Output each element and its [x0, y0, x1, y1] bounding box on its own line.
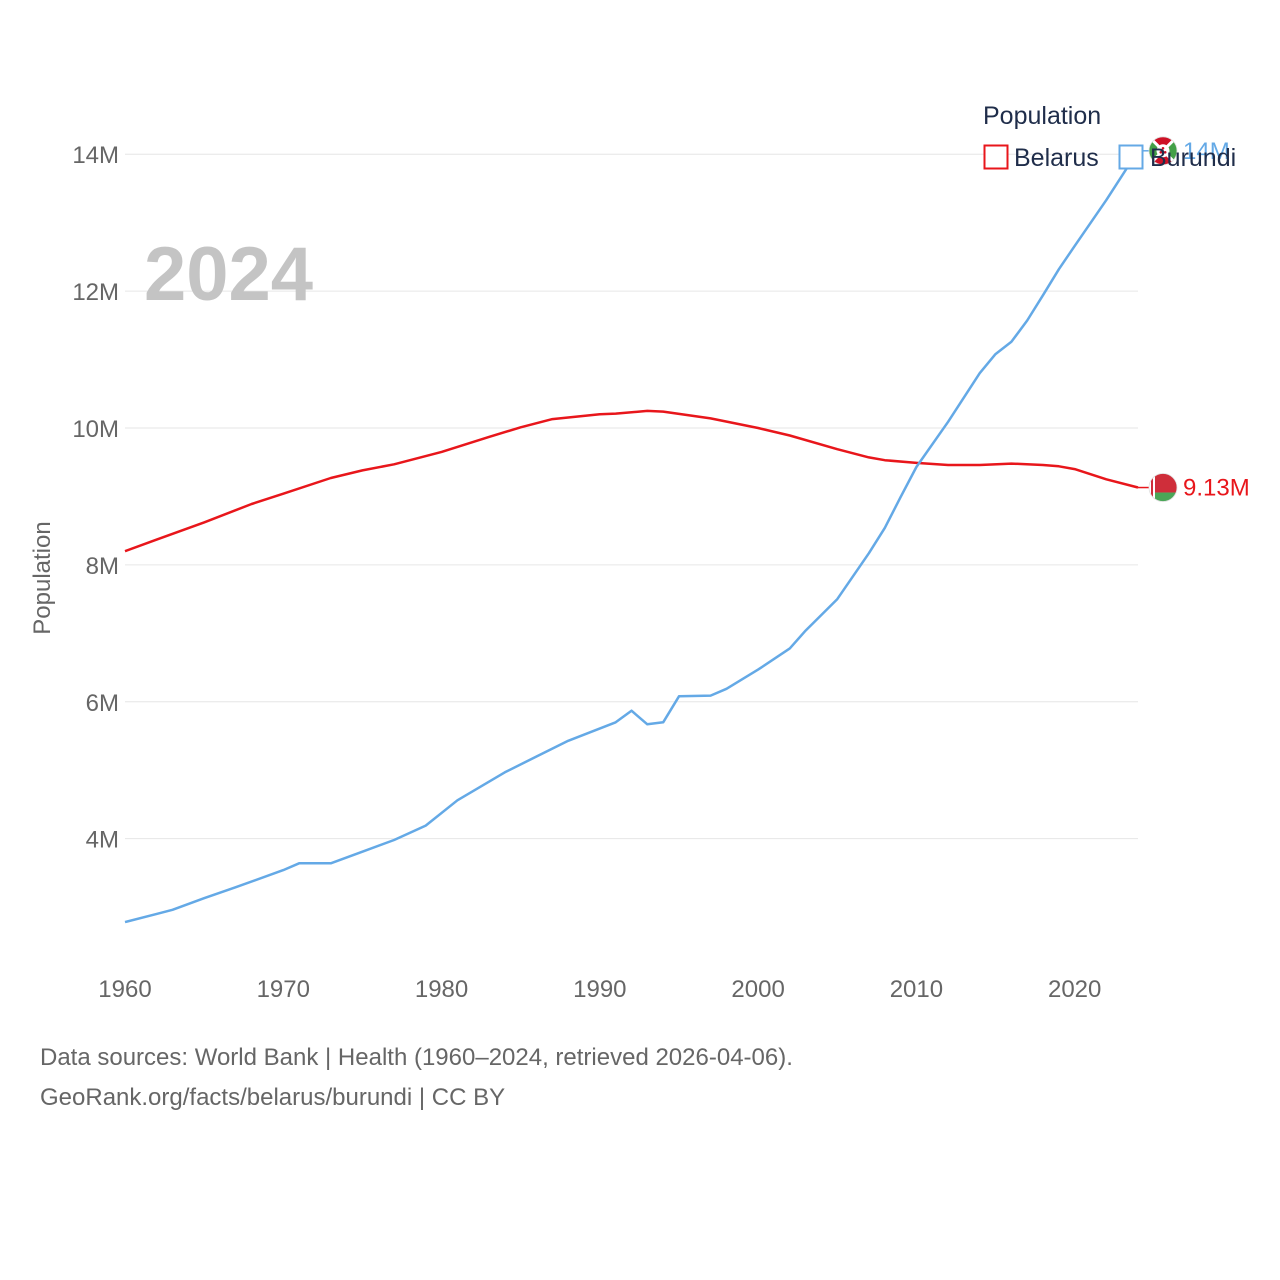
belarus-flag-icon [1148, 473, 1178, 502]
x-axis-ticks: 1960 1970 1980 1990 2000 2010 2020 [98, 976, 1101, 1003]
legend: Population Belarus Burundi [983, 102, 1236, 172]
legend-item-burundi[interactable]: Burundi [1118, 144, 1237, 172]
series-lines [124, 150, 1140, 924]
gridlines [125, 153, 1138, 840]
y-tick-label: 12M [72, 279, 119, 306]
x-tick-label: 2020 [1048, 976, 1101, 1003]
x-tick-label: 2000 [731, 976, 784, 1003]
series-end-markers: 9.13M 14M [1138, 136, 1250, 502]
y-tick-label: 4M [86, 827, 119, 854]
end-value-label-burundi: 14M [1183, 138, 1230, 165]
y-tick-label: 14M [72, 142, 119, 169]
series-line-belarus[interactable] [124, 409, 1139, 553]
legend-label-belarus: Belarus [1014, 144, 1099, 172]
series-line-burundi[interactable] [124, 150, 1140, 924]
y-axis-ticks: 4M 6M 8M 10M 12M 14M [72, 142, 119, 853]
year-label: 2024 [144, 232, 313, 317]
x-tick-label: 1970 [257, 976, 310, 1003]
data-source-note: Data sources: World Bank | Health (1960–… [40, 1044, 793, 1071]
burundi-flag-icon [1148, 136, 1178, 166]
x-tick-label: 2010 [890, 976, 943, 1003]
end-value-label-belarus: 9.13M [1183, 475, 1250, 502]
legend-title: Population [983, 102, 1101, 130]
y-tick-label: 6M [86, 690, 119, 717]
x-tick-label: 1960 [98, 976, 151, 1003]
y-axis-title: Population [29, 521, 56, 634]
legend-swatch-belarus [983, 144, 1009, 170]
x-tick-label: 1990 [573, 976, 626, 1003]
y-tick-label: 8M [86, 553, 119, 580]
legend-item-belarus[interactable]: Belarus [983, 144, 1099, 172]
legend-swatch-burundi [1118, 144, 1144, 170]
y-tick-label: 10M [72, 416, 119, 443]
x-tick-label: 1980 [415, 976, 468, 1003]
credit-link[interactable]: GeoRank.org/facts/belarus/burundi | CC B… [40, 1084, 506, 1111]
legend-label-burundi: Burundi [1150, 144, 1236, 172]
